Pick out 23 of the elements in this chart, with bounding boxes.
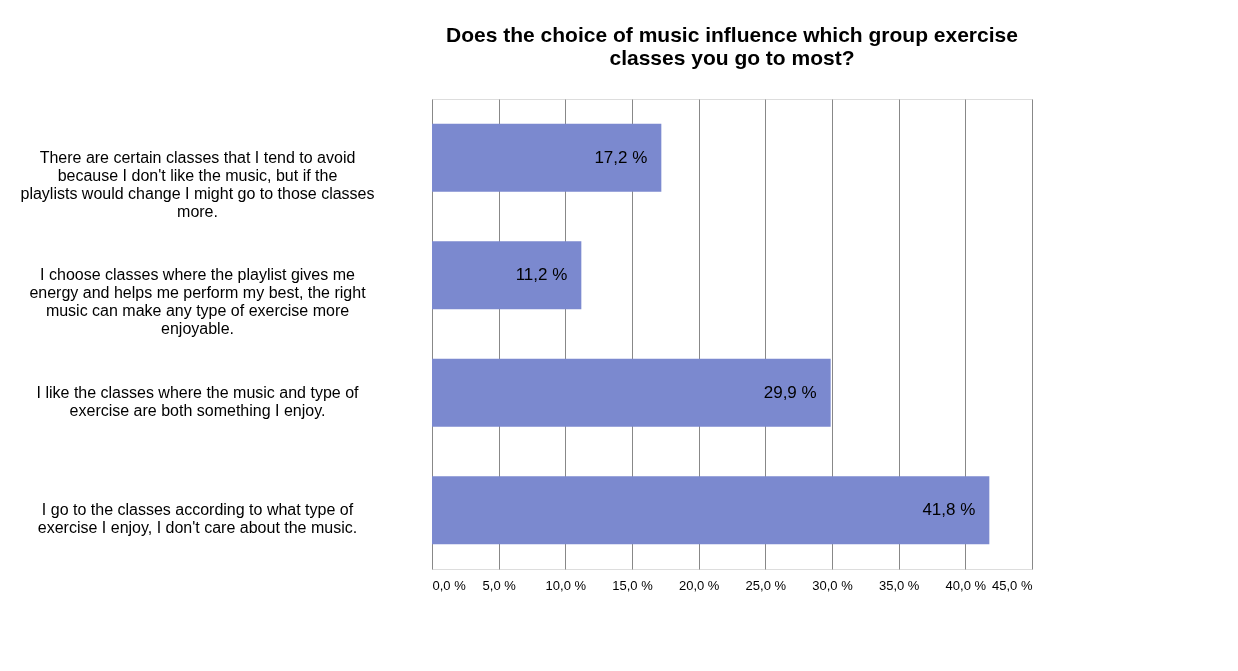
data-label: 11,2 % xyxy=(515,265,568,285)
x-tick-label: 10,0 % xyxy=(545,577,587,593)
data-label: 29,9 % xyxy=(763,382,817,402)
data-label: 17,2 % xyxy=(594,147,648,167)
x-tick-label: 5,0 % xyxy=(482,577,517,593)
bar xyxy=(432,123,662,192)
bar xyxy=(432,476,990,545)
x-tick-label: 45,0 % xyxy=(992,577,1033,593)
bar xyxy=(432,241,582,310)
data-label: 41,8 % xyxy=(922,500,976,520)
x-tick-label: 35,0 % xyxy=(878,577,920,593)
y-tick-label: I like the classes where the music and type of exercise are both something I enjoy. xyxy=(36,383,360,419)
x-tick-label: 30,0 % xyxy=(812,577,854,593)
x-tick-label: 15,0 % xyxy=(612,577,654,593)
x-tick-label: 0,0 % xyxy=(432,577,467,593)
y-tick-label: I choose classes where the playlist gives me energy and helps me perform my best, the right music can make any type of exercise more enjoyable. xyxy=(29,266,367,338)
x-tick-label: 25,0 % xyxy=(745,577,787,593)
chart-title: Does the choice of music influence which group exercise classes you go to most? xyxy=(446,23,1018,69)
y-tick-label: There are certain classes that I tend to avoid because I don't like the music, but if the playlists would change I might go to those classes more. xyxy=(20,148,375,220)
y-tick-label: I go to the classes according to what type of exercise I enjoy, I don't care about the music. xyxy=(37,501,358,537)
x-tick-label: 40,0 % xyxy=(945,577,987,593)
x-tick-label: 20,0 % xyxy=(678,577,720,593)
bar xyxy=(432,358,831,427)
